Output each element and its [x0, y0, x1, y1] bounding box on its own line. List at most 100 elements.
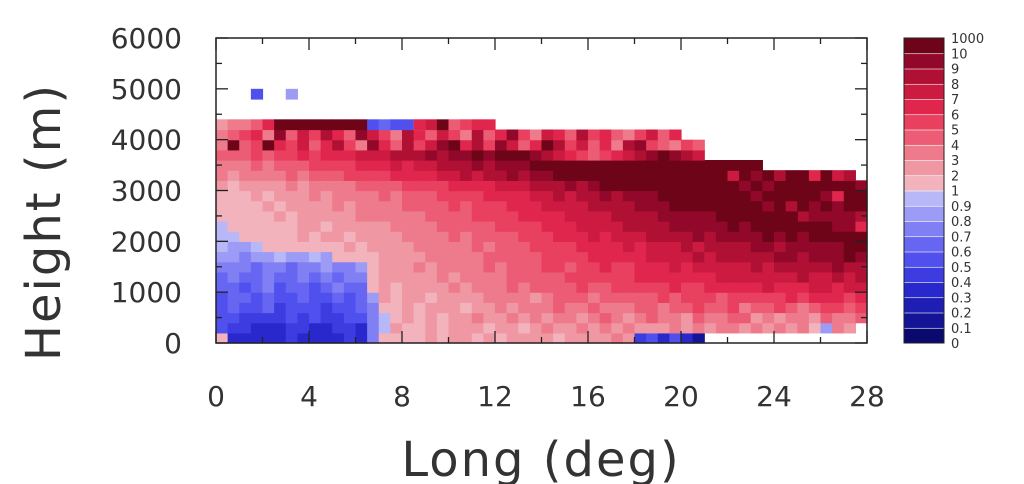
- heatmap-cell: [529, 292, 543, 303]
- heatmap-cell: [506, 170, 519, 181]
- heatmap-cell: [553, 231, 566, 242]
- heatmap-cell: [669, 231, 682, 242]
- heatmap-cell: [669, 302, 682, 314]
- heatmap-cell: [634, 200, 647, 212]
- heatmap-cell: [413, 322, 426, 334]
- heatmap-cell: [797, 231, 810, 242]
- heatmap-cell: [425, 200, 438, 212]
- heatmap-cell: [681, 170, 694, 181]
- heatmap-cell: [634, 231, 647, 242]
- heatmap-cell: [343, 180, 357, 192]
- heatmap-cell: [506, 231, 519, 242]
- heatmap-cell: [367, 190, 380, 202]
- heatmap-cell: [820, 210, 833, 222]
- heatmap-cell: [529, 322, 543, 334]
- heatmap-cell: [320, 282, 333, 293]
- heatmap-cell: [262, 190, 275, 202]
- heatmap-cell: [227, 282, 240, 293]
- heatmap-cell: [588, 332, 601, 344]
- heatmap-cell: [529, 170, 543, 181]
- colorbar-swatch: [903, 68, 945, 85]
- heatmap-cell: [622, 251, 636, 263]
- heatmap-cell: [588, 139, 601, 151]
- y-tick-label: 6000: [111, 22, 182, 55]
- heatmap-cell: [332, 302, 345, 314]
- heatmap-cell: [681, 251, 694, 263]
- heatmap-cell: [669, 190, 682, 202]
- heatmap-cell: [425, 282, 438, 293]
- heatmap-cell: [262, 302, 275, 314]
- heatmap-cell: [529, 261, 543, 273]
- heatmap-cell: [471, 190, 484, 202]
- heatmap-cell: [634, 170, 647, 181]
- heatmap-cell: [785, 170, 798, 181]
- heatmap-cell: [692, 292, 705, 303]
- heatmap-cell: [378, 332, 391, 344]
- heatmap-cell: [657, 332, 670, 344]
- heatmap-cell: [564, 312, 577, 324]
- heatmap-cell: [471, 261, 484, 273]
- heatmap-cell: [332, 119, 345, 131]
- colorbar-label: 0: [951, 337, 959, 352]
- heatmap-cell: [541, 332, 554, 344]
- heatmap-cell: [622, 139, 636, 151]
- heatmap-cell: [611, 149, 624, 161]
- colorbar-label: 10: [951, 47, 968, 62]
- heatmap-cell: [285, 190, 298, 202]
- heatmap-cell: [797, 322, 810, 334]
- heatmap-cell: [297, 149, 310, 161]
- heatmap-cell: [576, 180, 589, 192]
- heatmap-cell: [390, 149, 403, 161]
- heatmap-cell: [727, 170, 740, 181]
- heatmap-cell: [297, 190, 310, 202]
- heatmap-cell: [518, 282, 531, 293]
- heatmap-cell: [309, 271, 322, 283]
- heatmap-cell: [553, 221, 566, 232]
- heatmap-cell: [599, 210, 612, 222]
- heatmap-cell: [553, 302, 566, 314]
- heatmap-cell: [227, 322, 240, 334]
- heatmap-cell: [390, 282, 403, 293]
- heatmap-cell: [425, 251, 438, 263]
- heatmap-cell: [576, 221, 589, 232]
- heatmap-cell: [843, 170, 856, 181]
- heatmap-cell: [390, 312, 403, 324]
- heatmap-cell: [657, 231, 670, 242]
- heatmap-cell: [669, 251, 682, 263]
- heatmap-cell: [541, 322, 554, 334]
- heatmap-cell: [646, 251, 659, 263]
- heatmap-cell: [250, 261, 264, 273]
- heatmap-cell: [285, 271, 298, 283]
- heatmap-cell: [669, 149, 682, 161]
- heatmap-cell: [599, 251, 612, 263]
- x-tick-label: 0: [207, 380, 225, 413]
- colorbar-label: 2: [951, 169, 959, 184]
- heatmap-cell: [460, 241, 473, 253]
- heatmap-cell: [378, 221, 391, 232]
- colorbar-swatch: [903, 327, 945, 344]
- heatmap-cell: [367, 210, 380, 222]
- heatmap-cell: [785, 251, 798, 263]
- heatmap-cell: [750, 292, 763, 303]
- heatmap-cell: [762, 271, 775, 283]
- heatmap-cell: [471, 129, 484, 141]
- heatmap-cell: [588, 190, 601, 202]
- heatmap-cell: [274, 332, 287, 344]
- heatmap-cell: [343, 231, 357, 242]
- heatmap-cell: [785, 302, 798, 314]
- heatmap-cell: [657, 149, 670, 161]
- heatmap-cell: [681, 302, 694, 314]
- heatmap-cell: [413, 180, 426, 192]
- heatmap-cell: [750, 180, 763, 192]
- heatmap-cell: [320, 170, 333, 181]
- heatmap-cell: [832, 241, 845, 253]
- heatmap-cell: [657, 210, 670, 222]
- heatmap-cell: [564, 129, 577, 141]
- x-tick-label: 16: [570, 380, 606, 413]
- heatmap-cell: [599, 302, 612, 314]
- heatmap-cell: [425, 322, 438, 334]
- heatmap-cell: [820, 312, 833, 324]
- heatmap-cell: [425, 241, 438, 253]
- heatmap-cell: [378, 180, 391, 192]
- heatmap-cell: [448, 210, 461, 222]
